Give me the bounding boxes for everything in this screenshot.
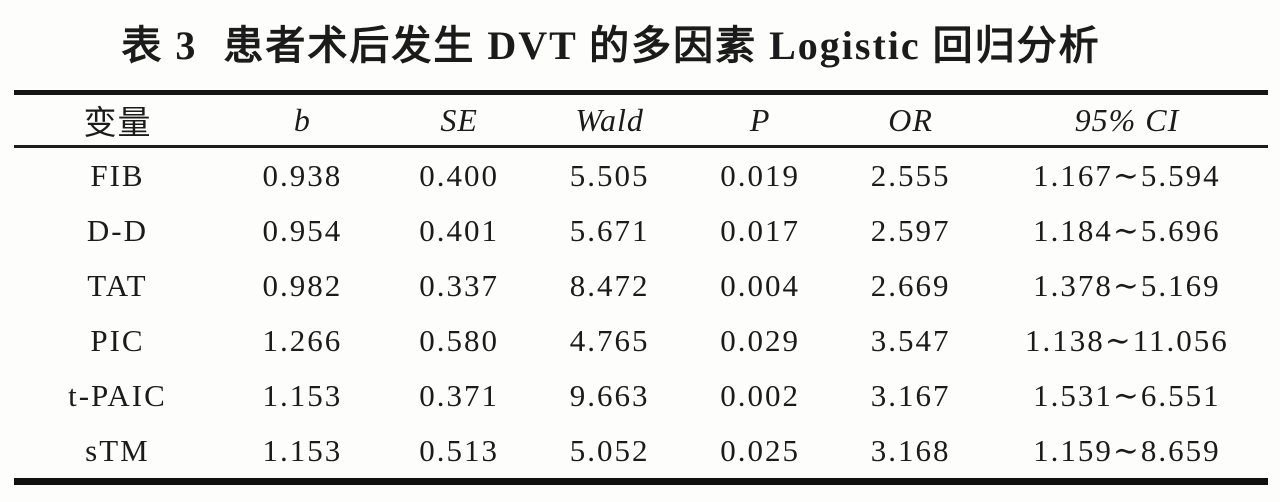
cell-variable: sTM xyxy=(14,423,221,485)
header-row: 变量 b SE Wald P OR 95% CI xyxy=(14,90,1268,148)
column-header-se: SE xyxy=(383,90,535,148)
cell-ci: 1.159∼8.659 xyxy=(985,423,1268,485)
cell-se: 0.580 xyxy=(419,322,500,358)
cell-variable: PIC xyxy=(90,322,145,358)
cell-ci: 1.138∼11.056 xyxy=(1024,322,1229,358)
table-row-fib: FIB 0.938 0.400 5.505 0.019 2.555 1.167∼… xyxy=(14,147,1268,204)
column-header-or: OR xyxy=(835,90,986,148)
cell-se: 0.337 xyxy=(419,267,500,303)
cell-variable: FIB xyxy=(90,157,145,193)
logistic-regression-table: 变量 b SE Wald P OR 95% CI FIB 0.938 0.400… xyxy=(14,90,1268,485)
cell-ci: 1.531∼6.551 xyxy=(1033,377,1221,413)
column-header-ci: 95% CI xyxy=(985,90,1268,148)
cell-se: 0.371 xyxy=(419,377,500,413)
cell-p: 0.025 xyxy=(684,423,836,485)
table-row-tat: TAT 0.982 0.337 8.472 0.004 2.669 1.378∼… xyxy=(14,258,1268,313)
table-body: FIB 0.938 0.400 5.505 0.019 2.555 1.167∼… xyxy=(14,147,1268,485)
cell-b: 0.982 xyxy=(262,267,343,303)
table-title-text: 患者术后发生 DVT 的多因素 Logistic 回归分析 xyxy=(223,23,1101,68)
column-header-b: b xyxy=(220,90,384,148)
column-header-wald: Wald xyxy=(534,90,685,148)
table-row-stm: sTM 1.153 0.513 5.052 0.025 3.168 1.159∼… xyxy=(14,423,1268,485)
cell-wald: 8.472 xyxy=(569,267,650,303)
cell-b: 1.266 xyxy=(262,322,343,358)
cell-se: 0.400 xyxy=(419,157,500,193)
cell-wald: 4.765 xyxy=(569,322,650,358)
table-row-dd: D-D 0.954 0.401 5.671 0.017 2.597 1.184∼… xyxy=(14,203,1268,258)
cell-variable: TAT xyxy=(87,267,148,303)
table-title: 表 3 患者术后发生 DVT 的多因素 Logistic 回归分析 xyxy=(0,0,1280,71)
cell-p: 0.019 xyxy=(720,157,800,193)
cell-or: 3.547 xyxy=(870,322,951,358)
cell-ci: 1.184∼5.696 xyxy=(1033,212,1221,248)
cell-wald: 5.505 xyxy=(569,157,650,193)
cell-se: 0.513 xyxy=(383,423,535,485)
table-row-pic: PIC 1.266 0.580 4.765 0.029 3.547 1.138∼… xyxy=(14,313,1268,368)
cell-b: 1.153 xyxy=(262,377,343,413)
cell-b: 0.938 xyxy=(262,157,343,193)
cell-ci: 1.378∼5.169 xyxy=(1033,267,1221,303)
cell-wald: 5.052 xyxy=(534,423,685,485)
cell-or: 2.555 xyxy=(870,157,951,193)
cell-wald: 9.663 xyxy=(569,377,650,413)
cell-wald: 5.671 xyxy=(569,212,650,248)
cell-ci: 1.167∼5.594 xyxy=(1033,157,1221,193)
column-header-variable: 变量 xyxy=(14,90,221,148)
cell-p: 0.017 xyxy=(720,212,800,248)
table-row-tpaic: t-PAIC 1.153 0.371 9.663 0.002 3.167 1.5… xyxy=(14,368,1268,423)
cell-p: 0.004 xyxy=(720,267,800,303)
cell-b: 0.954 xyxy=(262,212,343,248)
cell-or: 3.168 xyxy=(835,423,986,485)
cell-or: 3.167 xyxy=(870,377,951,413)
cell-or: 2.597 xyxy=(870,212,951,248)
cell-variable: D-D xyxy=(86,212,148,248)
table-header: 变量 b SE Wald P OR 95% CI xyxy=(14,90,1268,148)
cell-variable: t-PAIC xyxy=(68,377,167,413)
table-number: 表 3 xyxy=(121,23,198,68)
cell-p: 0.002 xyxy=(720,377,800,413)
cell-se: 0.401 xyxy=(419,212,500,248)
column-header-p: P xyxy=(684,90,836,148)
cell-b: 1.153 xyxy=(220,423,384,485)
cell-p: 0.029 xyxy=(720,322,800,358)
cell-or: 2.669 xyxy=(870,267,951,303)
